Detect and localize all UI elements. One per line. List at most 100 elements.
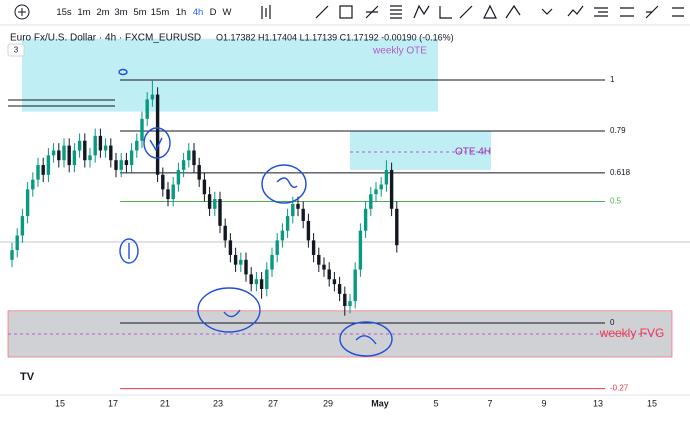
pattern-tool[interactable] bbox=[413, 4, 430, 19]
fib-tool[interactable] bbox=[390, 5, 402, 19]
candle-body bbox=[374, 189, 378, 195]
drawing-tools bbox=[261, 4, 684, 19]
candle-body bbox=[46, 155, 51, 175]
wave-tool[interactable] bbox=[567, 5, 584, 17]
scribble bbox=[143, 127, 171, 159]
candle-body bbox=[145, 99, 149, 119]
candle-body bbox=[239, 259, 243, 265]
pitchfork-tool[interactable] bbox=[645, 5, 659, 19]
fib-level-label: 0 bbox=[610, 318, 615, 327]
candle-body bbox=[93, 135, 97, 156]
interval-button-active[interactable]: 4h bbox=[193, 7, 204, 18]
candle-body bbox=[259, 279, 264, 289]
trendline-tool[interactable] bbox=[315, 5, 329, 19]
candle-body bbox=[176, 169, 181, 185]
candle-body bbox=[311, 240, 316, 255]
candle-body bbox=[161, 174, 165, 190]
interval-button[interactable]: W bbox=[223, 7, 232, 18]
x-tick-label: 15 bbox=[647, 398, 657, 408]
parallel-tool[interactable] bbox=[620, 7, 634, 17]
interval-button[interactable]: 1h bbox=[176, 7, 187, 18]
candle-body bbox=[197, 165, 201, 180]
zone-box bbox=[22, 38, 438, 112]
candle-body bbox=[41, 165, 45, 175]
candle-body bbox=[223, 225, 227, 241]
x-tick-label: 5 bbox=[433, 398, 438, 408]
candle-body bbox=[353, 269, 357, 302]
candle-body bbox=[192, 150, 196, 166]
x-tick-label: 21 bbox=[160, 398, 170, 408]
candle-body bbox=[384, 169, 389, 185]
interval-button[interactable]: 15m bbox=[151, 7, 170, 18]
plus-icon bbox=[18, 8, 26, 16]
interval-button[interactable]: 3m bbox=[114, 7, 127, 18]
candle-body bbox=[72, 150, 77, 166]
interval-button[interactable]: 2m bbox=[96, 7, 109, 18]
scribble bbox=[339, 321, 393, 357]
candle-body bbox=[124, 160, 129, 166]
candle-body bbox=[233, 254, 238, 265]
candle-body bbox=[337, 284, 342, 294]
x-tick-label: 13 bbox=[593, 398, 603, 408]
brush-tool[interactable] bbox=[459, 5, 473, 19]
zone-label: weekly OTE bbox=[372, 45, 427, 56]
fib-level-label: 0.79 bbox=[610, 126, 626, 135]
shape-tool[interactable] bbox=[483, 4, 497, 19]
candle-body bbox=[62, 145, 66, 161]
candle-body bbox=[119, 160, 123, 170]
candle-body bbox=[254, 279, 259, 285]
candle-body bbox=[270, 254, 274, 270]
candle-body bbox=[280, 230, 285, 241]
scribble bbox=[149, 137, 163, 152]
interval-button[interactable]: D bbox=[210, 7, 217, 18]
zone-label: weekly FVG bbox=[599, 326, 665, 340]
x-tick-label: 7 bbox=[487, 398, 492, 408]
candle-body bbox=[150, 94, 155, 100]
dropdown-button[interactable] bbox=[541, 8, 553, 15]
candle-body bbox=[317, 254, 321, 265]
ray-tool[interactable] bbox=[365, 5, 379, 19]
fib-level-label: 0.618 bbox=[610, 168, 631, 177]
chart-type-button[interactable] bbox=[261, 5, 271, 19]
x-tick-label: 17 bbox=[108, 398, 118, 408]
more-tools[interactable] bbox=[672, 7, 684, 17]
path-tool[interactable] bbox=[505, 4, 521, 19]
candle-body bbox=[265, 269, 269, 289]
x-tick-label: 15 bbox=[55, 398, 65, 408]
interval-button[interactable]: 5m bbox=[133, 7, 146, 18]
candle-body bbox=[389, 169, 394, 209]
candle-body bbox=[20, 216, 25, 236]
candle-body bbox=[129, 150, 134, 166]
indicator-count: 3 bbox=[14, 46, 19, 55]
scribble bbox=[118, 68, 128, 76]
x-tick-label: 27 bbox=[268, 398, 278, 408]
candle-body bbox=[135, 140, 139, 151]
scribble bbox=[223, 309, 241, 318]
measure-tool[interactable] bbox=[439, 6, 452, 19]
candle-body bbox=[10, 250, 14, 260]
rectangle-tool[interactable] bbox=[339, 5, 353, 19]
candle-body bbox=[249, 274, 253, 285]
x-tick-label: May bbox=[371, 398, 389, 408]
indicator-toggle[interactable] bbox=[7, 43, 25, 57]
fib-level-label: 0.5 bbox=[610, 197, 622, 206]
candle-body bbox=[171, 184, 175, 200]
candle-body bbox=[202, 179, 207, 195]
zone-box bbox=[350, 131, 491, 170]
candle-body bbox=[103, 145, 108, 151]
candle-body bbox=[67, 145, 71, 166]
time-axis: 15 17 21 23 27 29 May 5 7 9 13 15 bbox=[55, 398, 657, 408]
candle-body bbox=[83, 140, 87, 161]
interval-button[interactable]: 1m bbox=[77, 7, 90, 18]
candle-body bbox=[51, 150, 56, 156]
interval-button[interactable]: 15s bbox=[56, 7, 72, 18]
hand-annotations bbox=[118, 68, 393, 357]
channel-tool[interactable] bbox=[594, 7, 608, 17]
scribble bbox=[261, 164, 307, 204]
candle-body bbox=[31, 179, 35, 190]
add-symbol-button[interactable] bbox=[14, 4, 30, 20]
candle-body bbox=[379, 184, 383, 190]
fib-level-label: -0.27 bbox=[610, 384, 629, 393]
